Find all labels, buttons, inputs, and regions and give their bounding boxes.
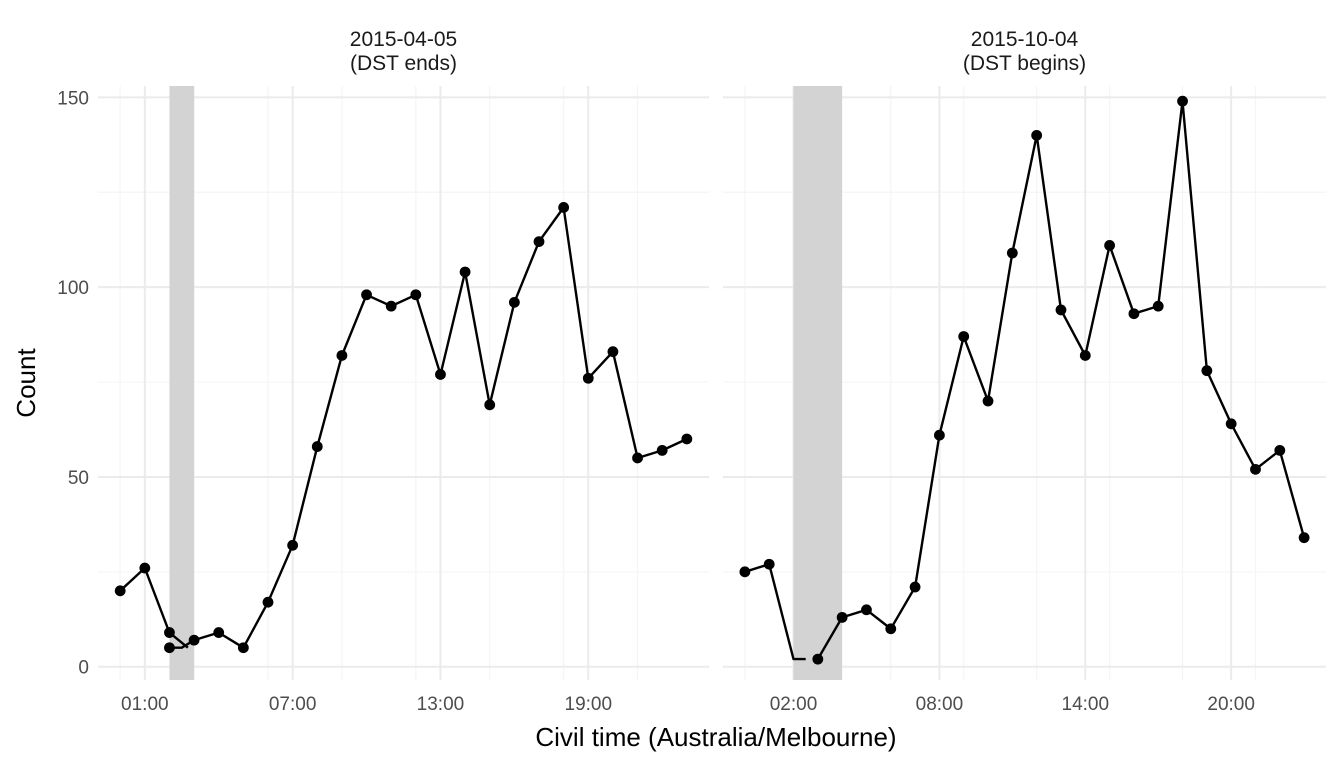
y-axis-title: Count: [11, 348, 41, 418]
data-point: [656, 444, 668, 456]
data-point: [885, 623, 897, 635]
facet-strip-label: (DST ends): [350, 52, 457, 75]
data-point: [909, 581, 921, 593]
data-point: [164, 627, 175, 638]
y-tick-label: 150: [57, 88, 89, 109]
dst-transition-band: [169, 86, 195, 680]
series-line-segment-1: [744, 563, 806, 661]
x-tick-label: 19:00: [565, 694, 613, 715]
x-tick-label: 01:00: [121, 694, 169, 715]
data-point: [1079, 350, 1091, 361]
facet-strip-label: 2015-10-04: [971, 28, 1079, 51]
panel-2: 02:00 08:00 14:00 20:00 2015-10-04(DST begin…: [723, 28, 1326, 715]
data-point: [958, 331, 970, 342]
data-point: [1250, 463, 1261, 475]
data-point: [632, 452, 643, 464]
dst-transition-band: [793, 86, 843, 680]
data-point: [1152, 300, 1164, 312]
data-point: [311, 441, 323, 452]
data-point: [1128, 308, 1140, 320]
data-point: [361, 289, 372, 301]
data-point: [1055, 304, 1067, 316]
data-point: [607, 346, 619, 358]
data-point: [262, 596, 274, 608]
data-point: [336, 350, 348, 361]
data-point: [114, 585, 126, 597]
data-point: [410, 289, 422, 301]
x-tick-label: 08:00: [916, 694, 964, 715]
x-tick-label: 14:00: [1062, 694, 1110, 715]
data-point: [982, 395, 994, 407]
data-point: [188, 634, 200, 646]
series-line-segment-2: [169, 206, 688, 649]
x-tick-label: 02:00: [770, 694, 818, 715]
data-point: [484, 399, 496, 411]
x-tick-label: 13:00: [417, 694, 465, 715]
data-point: [213, 627, 225, 638]
y-tick-label: 50: [68, 468, 89, 489]
data-point: [508, 296, 520, 308]
data-point: [1298, 532, 1310, 544]
facet-strip-label: (DST begins): [963, 52, 1086, 75]
data-point: [681, 433, 693, 445]
data-point: [533, 236, 545, 248]
data-point: [459, 266, 471, 278]
data-point: [1201, 365, 1213, 377]
data-point: [164, 642, 175, 654]
x-tick-label: 07:00: [269, 694, 317, 715]
data-point: [385, 300, 397, 312]
series-line-segment-1: [119, 566, 189, 649]
panel-1: 01:00 07:00 13:00 19:00 0 50 100 150 2015-04-05(…: [57, 28, 709, 715]
data-point: [739, 566, 751, 578]
facet-strip-label: 2015-04-05: [350, 28, 457, 51]
data-point: [139, 562, 151, 574]
data-point: [1177, 95, 1188, 107]
data-point: [558, 202, 570, 213]
data-point: [933, 429, 945, 441]
data-point: [861, 604, 872, 616]
data-point: [1274, 444, 1286, 456]
data-point: [582, 372, 594, 384]
data-point: [812, 653, 824, 665]
data-point: [1225, 418, 1237, 430]
x-tick-label: 20:00: [1207, 694, 1255, 715]
data-point: [1104, 240, 1116, 251]
data-point: [836, 611, 848, 623]
y-tick-label: 100: [57, 278, 89, 299]
y-tick-label: 0: [78, 658, 89, 679]
data-point: [237, 642, 249, 654]
data-point: [287, 539, 299, 551]
data-point: [435, 369, 446, 380]
x-axis-title: Civil time (Australia/Melbourne): [535, 722, 896, 752]
data-point: [1006, 247, 1018, 259]
data-point: [1031, 129, 1043, 141]
data-point: [763, 558, 775, 570]
